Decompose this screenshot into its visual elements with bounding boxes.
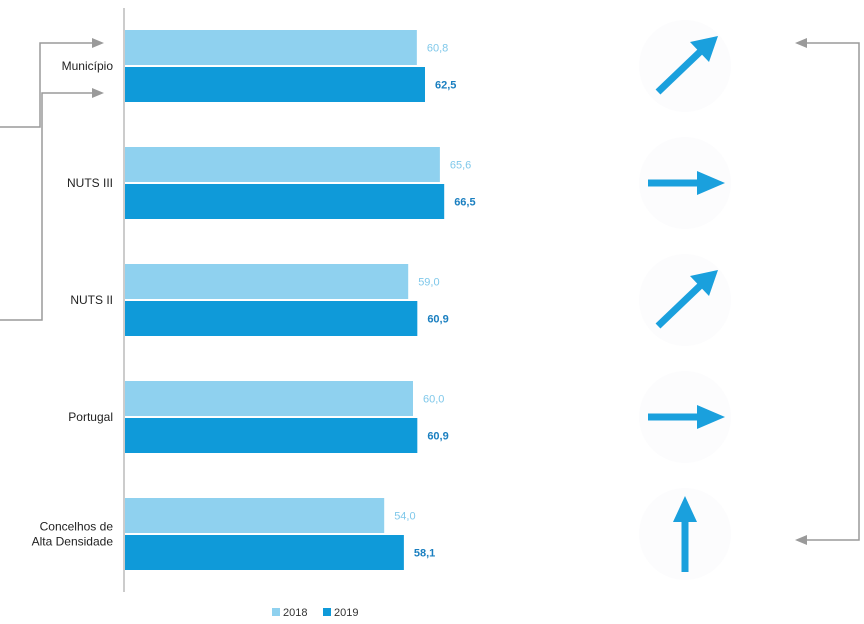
connector-lines (0, 38, 860, 545)
bar-2018 (125, 381, 413, 416)
arrow-right-icon (639, 371, 731, 463)
connector-arrowhead-right-bottom (795, 535, 807, 545)
arrow-up-right-icon (639, 20, 731, 112)
category-label: Concelhos de (40, 520, 114, 534)
arrow-up-icon (639, 488, 731, 580)
bar-2018 (125, 264, 409, 299)
value-label-2019: 66,5 (454, 197, 475, 209)
legend-swatch-2018 (272, 608, 280, 616)
bar-2019 (125, 418, 418, 453)
bar-2018 (125, 30, 417, 65)
trend-icons-group (639, 20, 731, 580)
value-label-2018: 59,0 (418, 277, 439, 289)
category-label: Município (62, 59, 114, 73)
bar-2018 (125, 147, 440, 182)
category-label: Portugal (68, 410, 113, 424)
connector-arrowhead-right-top (795, 38, 807, 48)
arrow-right-icon (639, 137, 731, 229)
value-label-2018: 60,8 (427, 43, 448, 55)
connector-arrowhead-left-upper (92, 38, 104, 48)
bar-2019 (125, 184, 445, 219)
value-label-2019: 62,5 (435, 80, 456, 92)
category-label: Alta Densidade (32, 535, 114, 549)
bar-2019 (125, 535, 404, 570)
legend: 2018 2019 (272, 607, 358, 619)
bars-group: Município 60,8 62,5 NUTS III 65,6 66,5 NUTS II… (32, 30, 476, 570)
connector-arrowhead-left-lower (92, 88, 104, 98)
bar-2019 (125, 301, 418, 336)
bar-2018 (125, 498, 385, 533)
legend-label-2019: 2019 (334, 607, 358, 619)
arrow-up-right-icon (639, 254, 731, 346)
value-label-2019: 60,9 (427, 431, 448, 443)
legend-label-2018: 2018 (283, 607, 307, 619)
value-label-2019: 58,1 (414, 548, 435, 560)
value-label-2018: 54,0 (394, 511, 415, 523)
connector-line-left-upper (0, 42, 93, 128)
category-label: NUTS III (67, 176, 113, 190)
category-label: NUTS II (70, 293, 113, 307)
bar-2019 (125, 67, 425, 102)
value-label-2018: 65,6 (450, 160, 471, 172)
value-label-2019: 60,9 (427, 314, 448, 326)
value-label-2018: 60,0 (423, 394, 444, 406)
connector-line-left-lower (0, 92, 93, 321)
connector-line-right (806, 42, 860, 541)
legend-swatch-2019 (323, 608, 331, 616)
